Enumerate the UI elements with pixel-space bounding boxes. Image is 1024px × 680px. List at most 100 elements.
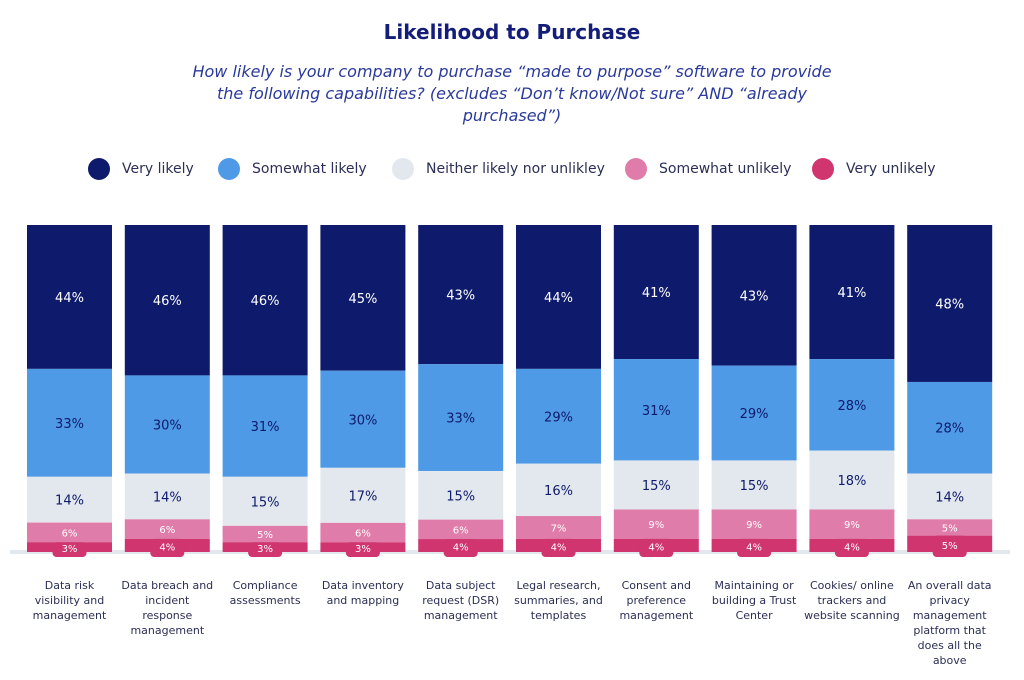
bar-segment bbox=[418, 471, 504, 520]
data-label: 4% bbox=[844, 542, 860, 553]
bar-segment bbox=[907, 381, 993, 474]
category-label: Consent and preference management bbox=[619, 579, 694, 622]
category-label: An overall data privacy management platf… bbox=[907, 579, 992, 667]
bar-segment bbox=[222, 525, 308, 543]
chart-subtitle: How likely is your company to purchase “… bbox=[192, 62, 832, 125]
legend-swatch bbox=[625, 158, 647, 180]
baseline bbox=[10, 550, 1010, 554]
data-label: 46% bbox=[153, 294, 182, 309]
legend-label: Somewhat likely bbox=[252, 161, 367, 177]
legend-label: Neither likely nor unlikley bbox=[426, 161, 605, 177]
data-label: 15% bbox=[251, 495, 280, 510]
label-tab bbox=[443, 539, 478, 557]
bar-segment bbox=[711, 225, 797, 366]
bar-segment bbox=[320, 225, 406, 371]
bar-segment bbox=[907, 519, 993, 536]
data-label: 14% bbox=[153, 490, 182, 505]
data-label: 43% bbox=[740, 289, 769, 304]
data-label: 6% bbox=[355, 529, 371, 540]
category-label: Data subject request (DSR) management bbox=[422, 579, 500, 622]
bar-segment bbox=[809, 450, 895, 510]
bar-segment bbox=[516, 225, 601, 369]
bar-segment bbox=[516, 368, 601, 464]
bar-segment bbox=[222, 476, 308, 526]
data-label: 4% bbox=[159, 542, 175, 553]
label-tab bbox=[541, 538, 576, 557]
data-label: 5% bbox=[257, 530, 273, 541]
bar-segment bbox=[222, 375, 308, 477]
bar-segment bbox=[27, 476, 112, 523]
data-label: 9% bbox=[746, 520, 762, 531]
legend: Very likely Somewhat likely Neither likely… bbox=[0, 158, 1024, 188]
data-label: 30% bbox=[348, 413, 377, 428]
bar-segment bbox=[27, 225, 112, 369]
legend-item: Neither likely nor unlikley bbox=[392, 158, 605, 180]
data-label: 9% bbox=[648, 520, 664, 531]
bar-segment bbox=[124, 473, 210, 520]
data-label: 41% bbox=[837, 286, 866, 301]
category-label: Data inventory and mapping bbox=[321, 579, 404, 607]
bar-segment bbox=[809, 225, 895, 360]
category-label: Legal research, summaries, and templates bbox=[514, 579, 603, 622]
bar-segment bbox=[711, 509, 797, 539]
data-label: 7% bbox=[551, 523, 567, 534]
label-tab bbox=[834, 538, 869, 557]
data-label: 29% bbox=[544, 410, 573, 425]
bar-segment bbox=[613, 460, 699, 510]
chart-title: Likelihood to Purchase bbox=[383, 20, 641, 44]
data-label: 43% bbox=[446, 289, 475, 304]
data-label: 14% bbox=[55, 494, 84, 509]
data-label: 4% bbox=[746, 542, 762, 553]
data-label: 15% bbox=[446, 489, 475, 504]
category-label: Compliance assessments bbox=[229, 579, 301, 607]
legend-label: Very likely bbox=[122, 161, 194, 177]
bar-segment bbox=[320, 522, 406, 543]
data-label: 33% bbox=[446, 412, 475, 427]
legend-swatch bbox=[812, 158, 834, 180]
data-label: 44% bbox=[55, 291, 84, 306]
legend-item: Somewhat likely bbox=[218, 158, 367, 180]
bar-segment bbox=[907, 225, 993, 382]
data-label: 3% bbox=[62, 544, 78, 555]
data-label: 18% bbox=[837, 474, 866, 489]
data-label: 31% bbox=[251, 420, 280, 435]
data-label: 5% bbox=[942, 541, 958, 552]
bar-segment bbox=[809, 359, 895, 451]
data-label: 9% bbox=[844, 520, 860, 531]
data-label: 15% bbox=[740, 479, 769, 494]
data-label: 16% bbox=[544, 484, 573, 499]
data-label: 3% bbox=[257, 544, 273, 555]
bar-segment bbox=[613, 225, 699, 360]
data-label: 46% bbox=[251, 294, 280, 309]
label-tab bbox=[345, 542, 380, 557]
label-tab bbox=[639, 538, 674, 557]
label-tab bbox=[932, 535, 967, 557]
bar-segment bbox=[516, 463, 601, 517]
data-label: 48% bbox=[935, 297, 964, 312]
data-label: 4% bbox=[648, 542, 664, 553]
bar-segment bbox=[27, 368, 112, 477]
bar-segment bbox=[711, 365, 797, 461]
data-label: 28% bbox=[935, 422, 964, 437]
legend-label: Very unlikely bbox=[846, 161, 936, 177]
category-label: Data breach and incident response manage… bbox=[121, 579, 214, 637]
data-label: 45% bbox=[348, 292, 377, 307]
data-label: 4% bbox=[551, 542, 567, 553]
bar-segment bbox=[124, 519, 210, 539]
data-label: 41% bbox=[642, 286, 671, 301]
bar-segment bbox=[222, 225, 308, 376]
category-label: Data risk visibility and management bbox=[32, 579, 107, 622]
category-label: Cookies/ online trackers and website sca… bbox=[804, 579, 900, 622]
data-label: 44% bbox=[544, 291, 573, 306]
legend-swatch bbox=[392, 158, 414, 180]
label-tab bbox=[150, 538, 185, 557]
bar-segment bbox=[516, 516, 601, 539]
legend-item: Somewhat unlikely bbox=[625, 158, 791, 180]
data-label: 31% bbox=[642, 404, 671, 419]
legend-swatch bbox=[88, 158, 110, 180]
bar-segment bbox=[320, 370, 406, 468]
data-label: 17% bbox=[348, 489, 377, 504]
data-label: 33% bbox=[55, 417, 84, 432]
bar-segment bbox=[711, 460, 797, 510]
